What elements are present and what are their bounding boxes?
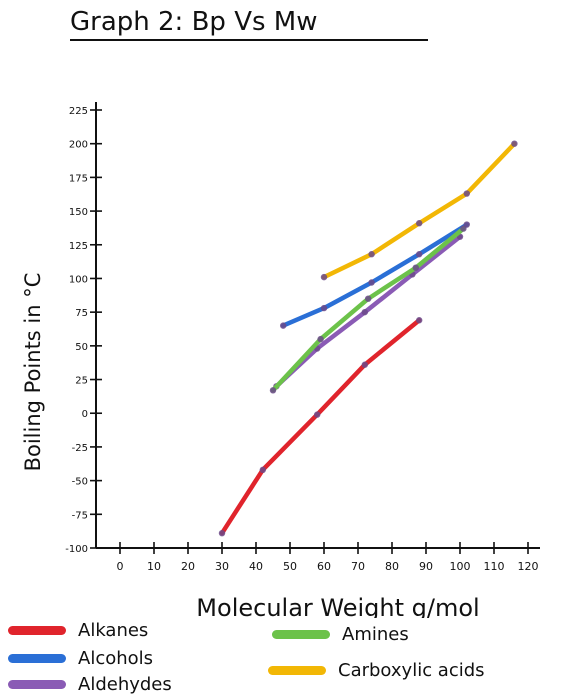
data-point-amines bbox=[317, 335, 324, 343]
y-axis-label: Boiling Points in °C bbox=[21, 273, 45, 472]
y-tick-label: 125 bbox=[69, 241, 88, 252]
y-tick-label: 175 bbox=[69, 173, 88, 184]
series-group bbox=[218, 140, 518, 537]
series-line-alcohols bbox=[280, 222, 470, 328]
data-point-amines bbox=[269, 387, 277, 394]
data-point-alkanes bbox=[218, 529, 226, 537]
y-tick-label: 200 bbox=[69, 140, 88, 151]
x-tick-label: 100 bbox=[450, 560, 471, 573]
legend-label-carboxylic-acids: Carboxylic acids bbox=[338, 660, 485, 681]
series-line-alkanes bbox=[219, 317, 422, 536]
data-point-carboxylic-acids bbox=[511, 140, 518, 147]
y-tick-label: -75 bbox=[72, 510, 88, 521]
x-tick-label: 40 bbox=[249, 560, 263, 573]
chart-canvas: Graph 2: Bp Vs Mw Boiling Points in °C M… bbox=[21, 7, 540, 618]
legend-label-amines: Amines bbox=[342, 624, 409, 645]
x-tick-label: 120 bbox=[518, 560, 539, 573]
y-tick-label: -50 bbox=[72, 477, 88, 488]
legend-swatch-aldehydes bbox=[8, 680, 66, 689]
data-point-alcohols bbox=[320, 304, 328, 312]
data-point-alcohols bbox=[280, 322, 287, 329]
y-tick-label: -100 bbox=[65, 544, 88, 555]
legend-swatch-carboxylic-acids bbox=[268, 666, 326, 675]
data-point-carboxylic-acids bbox=[416, 220, 423, 227]
x-tick-label: 30 bbox=[215, 560, 229, 573]
legend-item-alkanes: Alkanes bbox=[8, 620, 148, 641]
data-point-alkanes bbox=[416, 317, 423, 324]
legend-item-alcohols: Alcohols bbox=[8, 648, 153, 669]
y-tick-label: 225 bbox=[69, 106, 88, 117]
x-tick-label: 110 bbox=[484, 560, 505, 573]
y-ticks: -100 -75 -50 -25 0 25 50 75 100 125 150 175 200 225 bbox=[65, 106, 102, 555]
x-tick-label: 60 bbox=[317, 560, 331, 573]
legend-label-aldehydes: Aldehydes bbox=[78, 674, 172, 695]
x-axis-label: Molecular Weight g/mol bbox=[196, 594, 479, 618]
x-ticks: 0 10 20 30 40 50 60 70 80 90 100 110 120 bbox=[117, 542, 539, 573]
legend-item-aldehydes: Aldehydes bbox=[8, 674, 172, 695]
legend-swatch-amines bbox=[272, 630, 330, 639]
legend-swatch-alkanes bbox=[8, 626, 66, 635]
y-tick-label: 25 bbox=[75, 376, 88, 387]
x-tick-label: 90 bbox=[419, 560, 433, 573]
legend-item-amines: Amines bbox=[272, 624, 409, 645]
y-tick-label: 100 bbox=[69, 274, 88, 285]
x-tick-label: 20 bbox=[181, 560, 195, 573]
x-tick-label: 10 bbox=[147, 560, 161, 573]
x-tick-label: 0 bbox=[117, 560, 124, 573]
data-point-carboxylic-acids bbox=[463, 190, 470, 197]
x-tick-label: 50 bbox=[283, 560, 297, 573]
data-point-alkanes bbox=[259, 466, 266, 474]
x-tick-label: 70 bbox=[351, 560, 365, 573]
y-tick-label: 50 bbox=[75, 342, 88, 353]
x-tick-label: 80 bbox=[385, 560, 399, 573]
y-tick-label: 75 bbox=[75, 308, 88, 319]
legend-label-alcohols: Alcohols bbox=[78, 648, 154, 669]
data-point-amines bbox=[460, 225, 467, 232]
data-point-alcohols bbox=[416, 251, 423, 258]
data-point-carboxylic-acids bbox=[320, 273, 328, 281]
data-point-alkanes bbox=[361, 361, 368, 368]
chart-title-group: Graph 2: Bp Vs Mw bbox=[70, 7, 428, 41]
y-tick-label: 0 bbox=[82, 409, 88, 420]
data-point-alcohols bbox=[368, 279, 375, 286]
data-point-amines bbox=[365, 295, 372, 302]
data-point-alkanes bbox=[314, 411, 321, 418]
legend-label-alkanes: Alkanes bbox=[78, 620, 149, 641]
legend-item-carboxylic-acids: Carboxylic acids bbox=[268, 660, 485, 681]
y-tick-label: 150 bbox=[69, 207, 88, 218]
legend: Alkanes Alcohols Aldehydes Amines Carbox… bbox=[0, 618, 576, 700]
data-point-carboxylic-acids bbox=[368, 251, 375, 258]
data-point-amines bbox=[412, 264, 419, 271]
data-point-aldehydes bbox=[361, 308, 368, 316]
legend-swatch-alcohols bbox=[8, 654, 66, 663]
y-tick-label: -25 bbox=[72, 443, 88, 454]
chart-title: Graph 2: Bp Vs Mw bbox=[70, 7, 317, 37]
